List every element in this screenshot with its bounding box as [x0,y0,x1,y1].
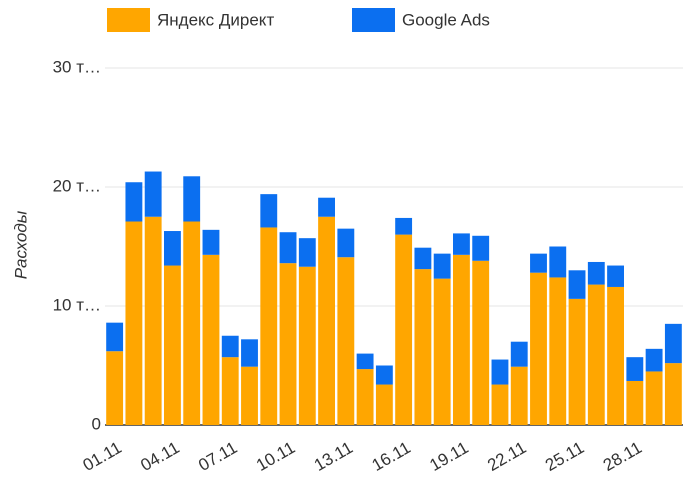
x-tick-label: 01.11 [80,438,125,475]
bar-segment [221,335,239,358]
bar-segment [337,228,355,258]
bar-segment [626,380,644,425]
bar-segment [626,357,644,381]
legend-swatch [107,8,150,32]
legend-swatch [352,8,395,32]
bar-segment [164,231,181,266]
bar-segment [202,254,220,425]
bar-segment [607,286,624,425]
x-tick-label: 28.11 [600,438,645,475]
bar-segment [356,353,374,370]
bar-segment [491,384,509,425]
bar-segment [433,253,451,279]
bar-segment [125,221,143,425]
bar-segment [472,260,490,425]
bar-segment [298,266,316,425]
bar-segment [241,366,258,425]
bar-segment [318,216,335,425]
bar-segment [279,232,297,264]
bar-segment [318,197,335,217]
legend-label: Google Ads [402,10,490,29]
x-tick-label: 16.11 [369,438,414,475]
bar-segment [530,272,547,425]
bar-segment [664,363,682,425]
bar-segment [375,365,393,385]
bar-segment [183,176,201,222]
bar-segment [433,278,451,425]
bar-segment [106,322,124,352]
x-tick-label: 13.11 [311,438,356,475]
bar-segment [607,265,624,287]
bar-segment [664,323,682,364]
bar-segment [125,182,143,222]
bar-segment [549,246,567,278]
bar-segment [260,194,278,228]
bar-segment [510,341,528,367]
y-tick-label: 0 [92,414,101,433]
x-tick-label: 10.11 [253,438,298,475]
bar-segment [414,269,432,425]
x-tick-label: 19.11 [426,438,471,475]
y-tick-label: 20 т… [53,176,101,195]
legend-label: Яндекс Директ [157,10,274,29]
bar-segment [337,257,355,425]
bar-segment [491,359,509,385]
x-tick-label: 22.11 [484,438,529,475]
bar-segment [279,263,297,425]
bar-segment [183,221,201,425]
bar-segment [144,216,162,425]
bar-segment [453,254,470,425]
bar-segment [549,277,567,425]
bar-segment [106,351,124,425]
y-axis-label: Расходы [11,210,30,279]
bar-segment [414,247,432,270]
bar-segment [510,366,528,425]
bar-segment [645,348,663,372]
bar-segment [144,171,162,217]
bar-segment [395,217,413,235]
y-tick-label: 10 т… [53,295,101,314]
bar-segment [164,265,181,425]
bar-segment [568,270,586,299]
bar-segment [395,234,413,425]
bar-segment [530,253,547,273]
bar-segment [645,371,663,425]
bar-segment [221,357,239,425]
x-tick-label: 07.11 [195,438,240,475]
x-tick-label: 04.11 [137,438,182,475]
y-tick-label: 30 т… [53,57,101,76]
bar-segment [375,384,393,425]
x-tick-label: 25.11 [542,438,587,475]
bar-segment [587,284,605,425]
bar-segment [241,339,258,367]
bar-segment [568,298,586,425]
bar-segment [472,235,490,261]
bar-segment [298,238,316,267]
bar-segment [453,233,470,255]
bar-segment [587,261,605,285]
bar-segment [202,229,220,255]
bar-segment [356,369,374,425]
bar-segment [260,227,278,425]
